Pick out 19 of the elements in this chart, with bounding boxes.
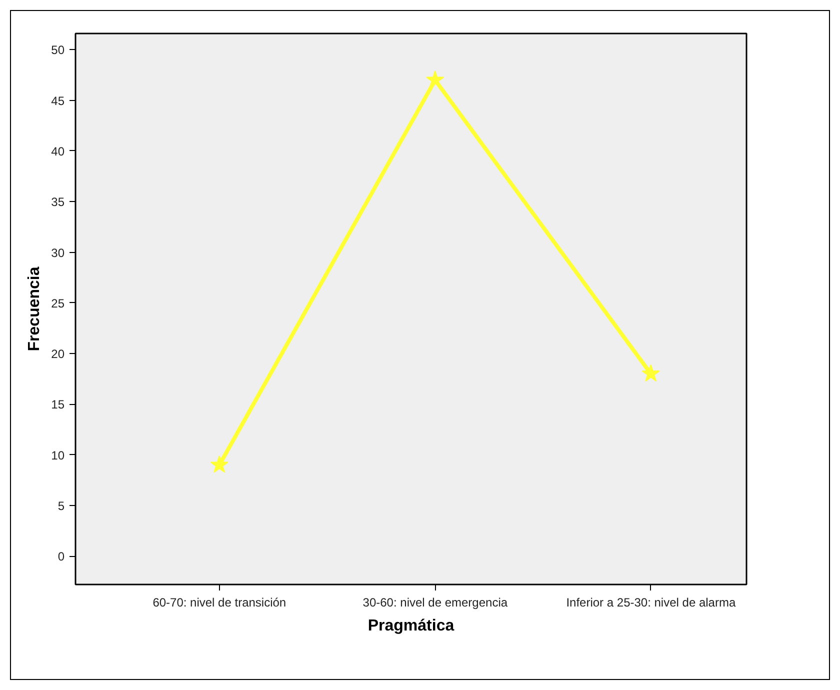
x-axis-title: Pragmática [368, 618, 454, 634]
point [426, 70, 444, 88]
y-tick-label: 30 [51, 246, 65, 260]
y-axis-title: Frecuencia [26, 266, 44, 352]
y-tick-label: 15 [51, 398, 65, 412]
y-tick-label: 35 [51, 195, 65, 210]
y-tick-label: 40 [51, 144, 65, 158]
y-tick-label: 20 [51, 347, 65, 362]
y-tick-label: 10 [51, 448, 65, 462]
x-tick-label: 60-70: nivel de transición [152, 596, 286, 610]
y-tick-label: 0 [58, 550, 65, 564]
y-tick-label: 5 [58, 498, 65, 513]
y-tick-label: 45 [51, 94, 65, 108]
point [210, 455, 228, 473]
x-tick-label: Inferior a 25-30: nivel de alarma [566, 596, 736, 610]
point [642, 364, 660, 382]
y-tick-label: 25 [51, 296, 65, 310]
x-tick-label: 30-60: nivel de emergencia [362, 596, 508, 610]
y-tick-label: 50 [51, 43, 65, 58]
